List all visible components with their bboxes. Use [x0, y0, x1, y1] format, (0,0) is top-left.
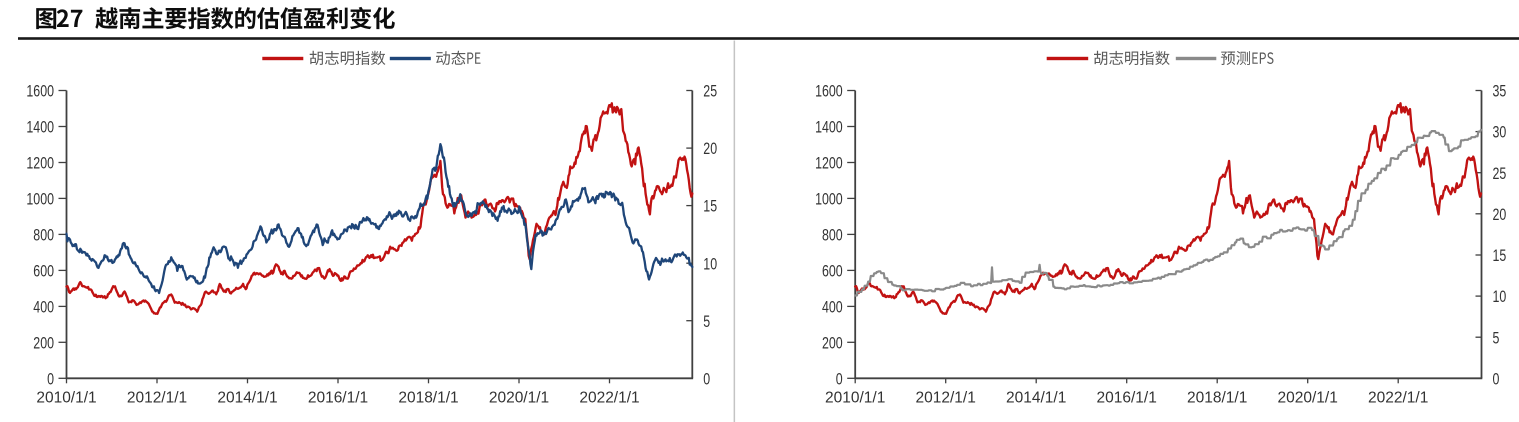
svg-text:1000: 1000: [26, 191, 54, 209]
svg-text:200: 200: [822, 335, 843, 353]
svg-text:1200: 1200: [26, 155, 54, 173]
svg-text:400: 400: [33, 299, 54, 317]
svg-text:2022/1/1: 2022/1/1: [1368, 390, 1428, 407]
svg-text:2020/1/1: 2020/1/1: [489, 390, 549, 407]
svg-text:10: 10: [703, 256, 717, 274]
svg-text:0: 0: [47, 371, 54, 389]
svg-text:600: 600: [33, 263, 54, 281]
svg-text:15: 15: [703, 198, 717, 216]
svg-text:2020/1/1: 2020/1/1: [1278, 390, 1338, 407]
svg-text:25: 25: [1493, 165, 1507, 183]
svg-text:1200: 1200: [815, 155, 843, 173]
svg-text:2014/1/1: 2014/1/1: [217, 390, 277, 407]
svg-text:2012/1/1: 2012/1/1: [916, 390, 976, 407]
svg-text:0: 0: [1493, 371, 1500, 389]
svg-text:2022/1/1: 2022/1/1: [579, 390, 639, 407]
svg-text:1400: 1400: [815, 119, 843, 137]
svg-text:400: 400: [822, 299, 843, 317]
svg-text:2016/1/1: 2016/1/1: [1097, 390, 1157, 407]
svg-text:800: 800: [822, 227, 843, 245]
svg-text:35: 35: [1493, 83, 1507, 101]
svg-text:1000: 1000: [815, 191, 843, 209]
svg-text:600: 600: [822, 263, 843, 281]
svg-text:25: 25: [703, 83, 717, 101]
svg-text:1400: 1400: [26, 119, 54, 137]
svg-text:2012/1/1: 2012/1/1: [127, 390, 187, 407]
svg-text:2010/1/1: 2010/1/1: [36, 390, 96, 407]
svg-text:30: 30: [1493, 124, 1507, 142]
svg-text:800: 800: [33, 227, 54, 245]
svg-text:2016/1/1: 2016/1/1: [308, 390, 368, 407]
svg-text:2014/1/1: 2014/1/1: [1006, 390, 1066, 407]
svg-text:200: 200: [33, 335, 54, 353]
svg-text:10: 10: [1493, 288, 1507, 306]
svg-text:15: 15: [1493, 247, 1507, 265]
svg-text:20: 20: [703, 140, 717, 158]
svg-text:20: 20: [1493, 206, 1507, 224]
svg-text:1600: 1600: [26, 83, 54, 101]
svg-text:0: 0: [703, 371, 710, 389]
svg-text:0: 0: [836, 371, 843, 389]
svg-text:5: 5: [1493, 330, 1500, 348]
svg-text:2010/1/1: 2010/1/1: [825, 390, 885, 407]
svg-text:2018/1/1: 2018/1/1: [398, 390, 458, 407]
svg-text:5: 5: [703, 313, 710, 331]
svg-text:2018/1/1: 2018/1/1: [1187, 390, 1247, 407]
svg-text:1600: 1600: [815, 83, 843, 101]
